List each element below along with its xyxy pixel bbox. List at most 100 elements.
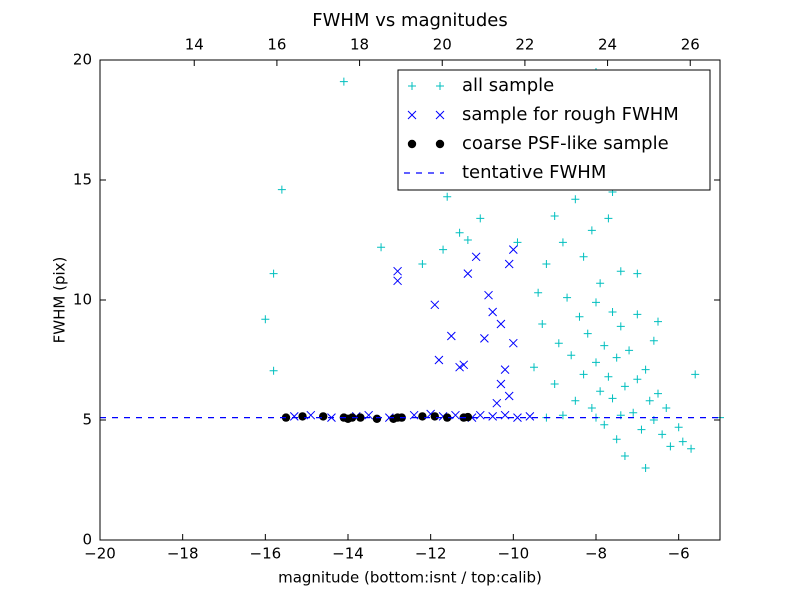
point [269,366,278,375]
point [550,212,559,220]
point [633,310,642,319]
y-tick-label: 0 [82,531,92,549]
point [600,341,609,350]
point [339,77,348,86]
point [567,351,576,360]
point [629,408,638,417]
point [649,336,658,345]
point [418,260,427,268]
legend-label: all sample [462,75,554,96]
x-tick-label: −8 [585,545,607,563]
point [319,412,328,421]
point [616,267,625,276]
point [459,360,469,370]
x2-tick-label: 14 [185,36,204,54]
legend-swatch [408,82,416,90]
point [579,252,588,261]
x2-tick-label: 16 [267,36,286,54]
point [446,331,456,341]
point [587,404,596,412]
legend-swatch [407,139,417,149]
point [608,308,617,316]
point [554,339,563,348]
x2-tick-label: 18 [350,36,369,54]
point [471,252,481,262]
point [604,214,613,223]
point [641,464,650,472]
x-tick-label: −12 [415,545,447,563]
point [587,226,596,235]
point [612,435,621,444]
point [393,276,402,286]
y-tick-label: 15 [73,171,92,189]
point [504,391,514,401]
point [269,269,278,278]
x-tick-label: −18 [167,545,199,563]
point [579,370,588,379]
legend-box [397,69,711,191]
point [687,444,696,453]
point [620,382,629,391]
point [534,288,543,297]
point [439,245,448,254]
x2-tick-label: 22 [515,36,534,54]
point [455,362,464,372]
point [484,290,493,300]
point [542,260,551,268]
point [513,413,522,422]
legend-swatch [435,110,445,120]
point [641,365,650,374]
point [492,398,502,408]
y-tick-label: 10 [73,291,92,309]
point [571,396,580,405]
point [513,238,522,247]
point [558,411,567,420]
point [678,437,687,446]
point [277,185,286,194]
legend-swatch [436,82,444,90]
point [261,315,270,324]
point [434,355,444,365]
x-tick-label: −20 [84,545,116,563]
x-tick-label: −14 [332,545,364,563]
point [496,379,506,389]
point [500,365,510,374]
point [596,387,605,396]
point [289,412,299,421]
point [625,346,634,355]
point [463,269,473,278]
point [496,319,506,329]
point [550,380,559,388]
point [616,322,625,331]
point [356,413,365,422]
point [377,243,386,252]
point [654,389,662,398]
point [508,338,518,348]
y-tick-label: 20 [73,51,92,69]
legend-label: sample for rough FWHM [462,104,679,125]
point [463,412,473,422]
point [620,452,629,460]
y-axis-label: FWHM (pix) [51,257,69,344]
x-tick-label: −10 [498,545,530,563]
point [563,293,572,302]
point [488,412,498,421]
point [488,307,498,317]
point [662,404,671,412]
x2-tick-label: 24 [598,36,617,54]
point [583,329,592,338]
legend-label: coarse PSF-like sample [462,133,669,154]
point [575,312,584,321]
point [504,259,514,269]
point [592,298,600,307]
point [592,358,600,367]
point [443,413,452,422]
point [476,214,485,223]
x-tick-label: −16 [250,545,282,563]
point [298,412,307,421]
point [480,334,489,343]
point [558,238,567,247]
legend-swatch [435,139,445,149]
x-tick-label: −6 [668,545,690,563]
